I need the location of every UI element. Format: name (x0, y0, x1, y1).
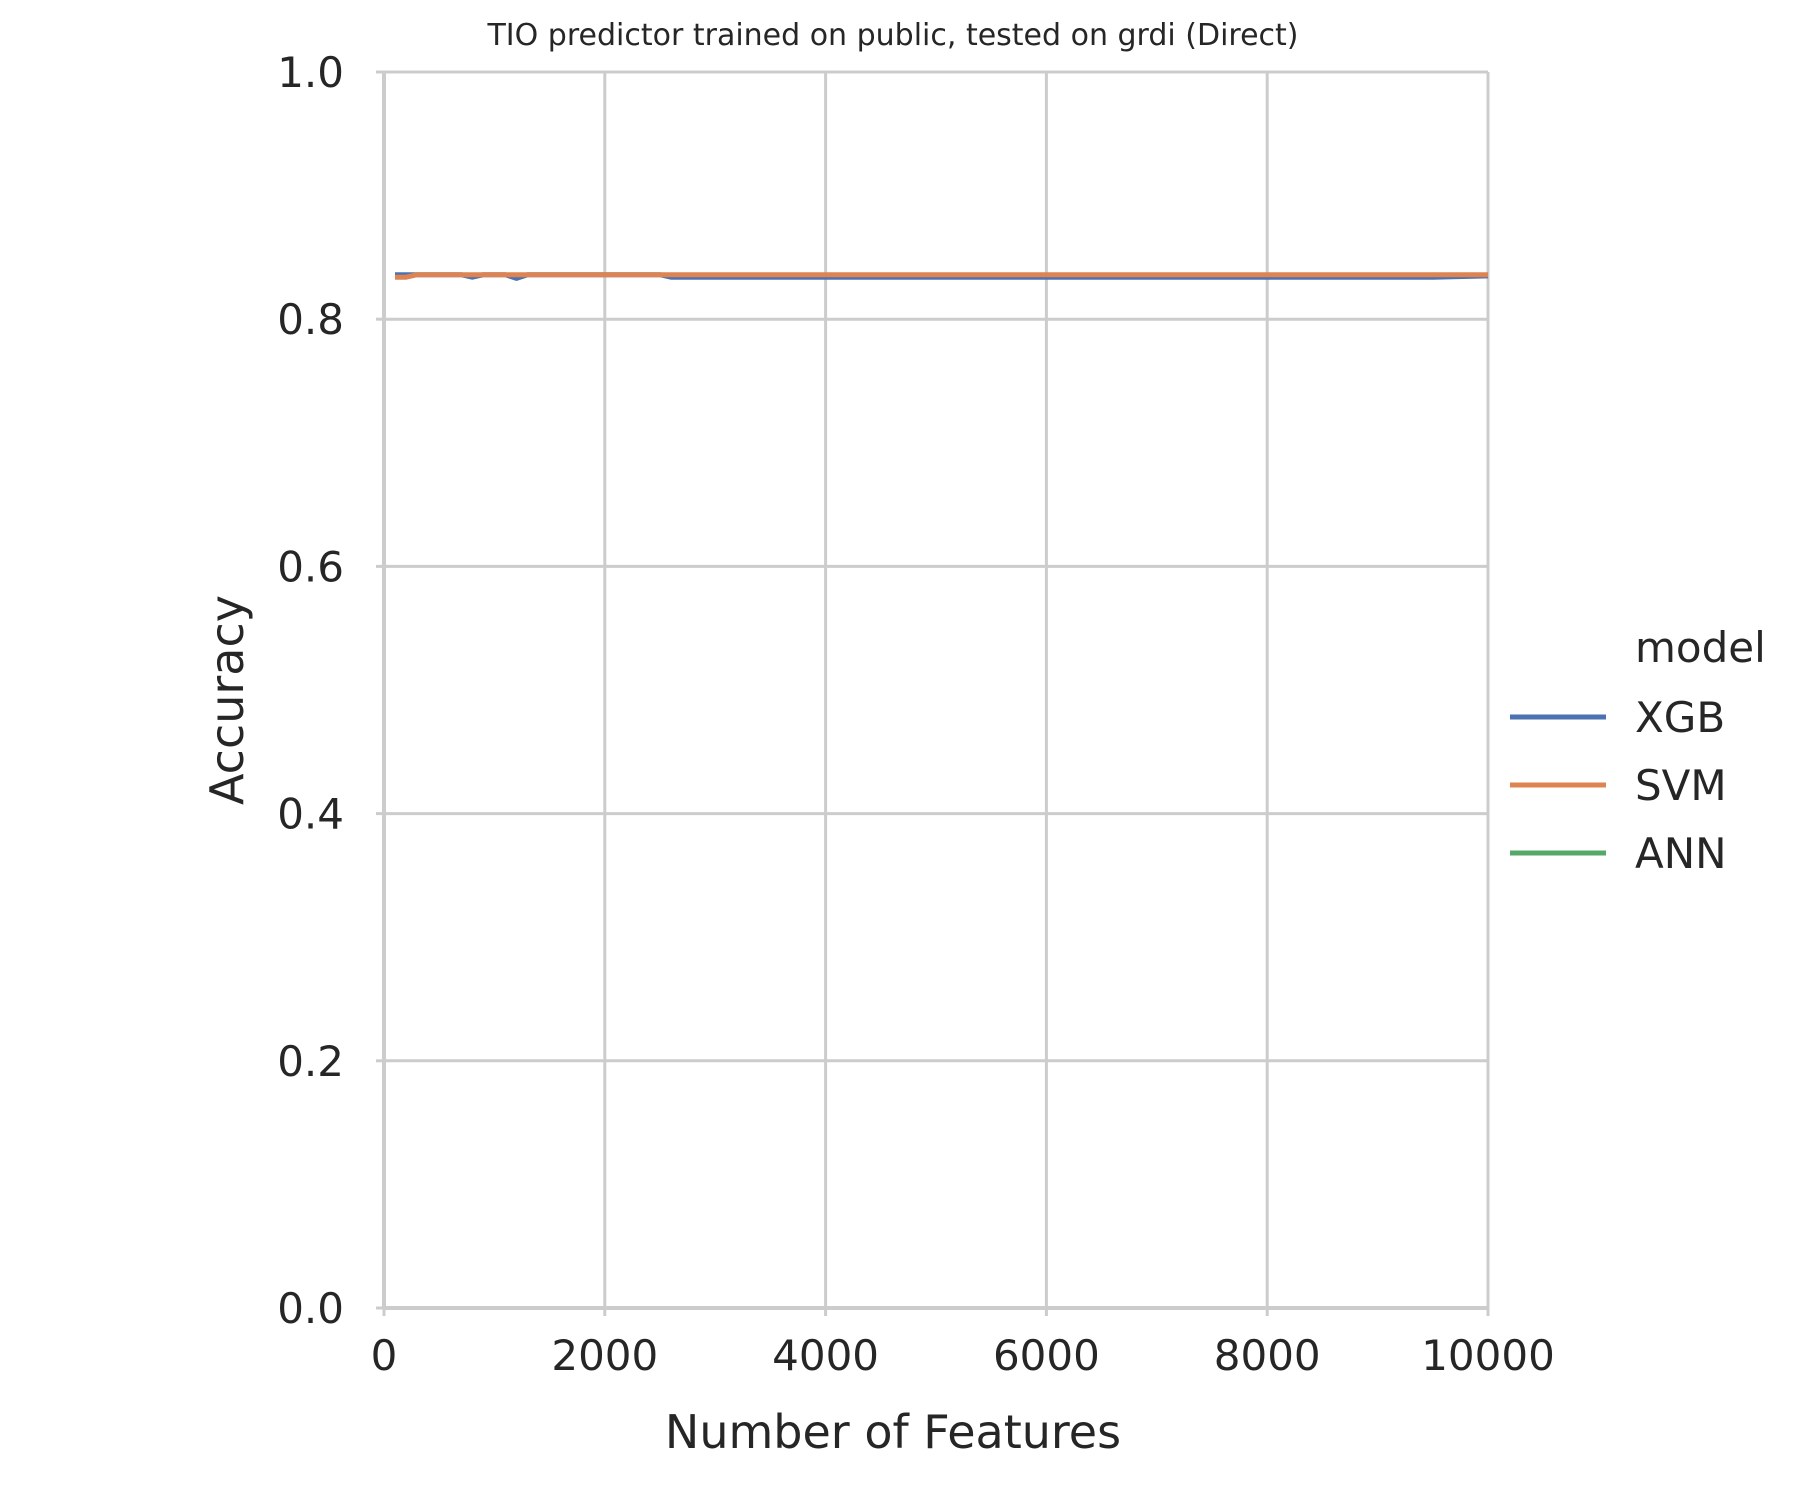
legend-label-xgb: XGB (1635, 693, 1725, 742)
grid-lines (382, 70, 1490, 1310)
y-tick-label: 0.2 (277, 1037, 344, 1086)
tick-labels: 0 2000 4000 6000 8000 10000 0.0 0.2 0.4 0.6 0.8 1.0 (277, 48, 1555, 1380)
series-line-svm (395, 272, 1488, 280)
x-tick-label: 6000 (993, 1331, 1100, 1380)
y-tick-label: 0.6 (277, 542, 344, 591)
x-tick-label: 10000 (1421, 1331, 1555, 1380)
x-axis-label: Number of Features (665, 1405, 1121, 1459)
chart-title: TIO predictor trained on public, tested … (486, 18, 1298, 53)
y-axis-label: Accuracy (200, 595, 254, 805)
legend-label-ann: ANN (1635, 829, 1727, 878)
legend-title: model (1635, 623, 1766, 672)
x-tick-label: 0 (371, 1331, 398, 1380)
series-lines (395, 272, 1489, 281)
x-tick-label: 4000 (772, 1331, 879, 1380)
y-tick-label: 1.0 (277, 48, 344, 97)
y-tick-label: 0.4 (277, 790, 344, 839)
x-tick-label: 2000 (551, 1331, 658, 1380)
axes (376, 70, 1490, 1316)
x-tick-label: 8000 (1214, 1331, 1321, 1380)
y-tick-label: 0.8 (277, 295, 344, 344)
legend-label-svm: SVM (1635, 761, 1727, 810)
legend: model XGB SVM ANN (1510, 623, 1766, 878)
y-tick-label: 0.0 (277, 1284, 344, 1333)
